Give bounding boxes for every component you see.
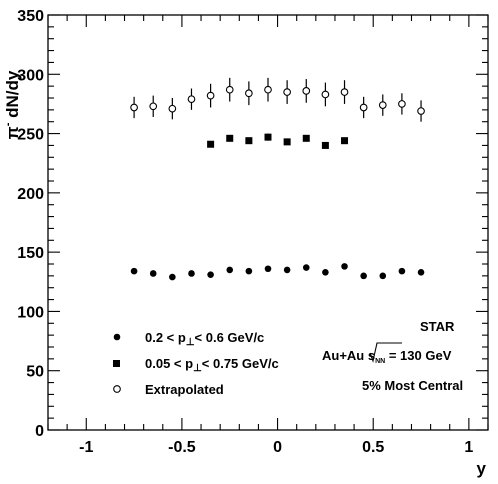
point-filled-circle <box>417 269 425 276</box>
legend-label-series-3: Extrapolated <box>145 382 224 397</box>
x-tick-label: -1 <box>79 439 93 456</box>
y-tick-label: 50 <box>26 364 44 381</box>
point-filled-square <box>321 141 329 149</box>
legend-label-series-1: 0.2 < p⊥< 0.6 GeV/c <box>145 330 264 348</box>
point-open-circle <box>359 103 368 112</box>
point-filled-circle <box>322 269 329 276</box>
annotation-system: Au+Au sNN = 130 GeV <box>322 348 452 365</box>
point-open-circle <box>149 102 158 111</box>
point-filled-square <box>341 137 349 145</box>
annotations: STAR Au+Au sNN = 130 GeV 5% Most Central <box>322 319 463 393</box>
point-open-circle <box>378 101 387 109</box>
annotation-system-prefix: Au+Au <box>322 348 368 363</box>
legend-marker-open-circle <box>113 385 121 393</box>
y-tick-label: 250 <box>17 127 44 144</box>
y-axis-minus: - <box>2 122 14 126</box>
axis-ticks <box>47 14 489 431</box>
point-filled-circle <box>379 272 387 280</box>
x-tick-label: -0.5 <box>168 439 196 456</box>
y-axis-pi: π <box>3 126 22 139</box>
y-axis-dndy: dN/dy <box>3 70 22 122</box>
tick-labels: 0 50 100 150 200 250 300 350 -1 -0.5 0 0.5 1 <box>17 8 473 456</box>
y-tick-label: 300 <box>17 67 44 84</box>
legend: 0.2 < p⊥< 0.6 GeV/c 0.05 < p⊥< 0.75 GeV/… <box>113 330 279 397</box>
legend-marker-filled-circle <box>113 333 121 341</box>
legend-1-perp: ⊥ <box>186 337 195 348</box>
point-filled-circle <box>207 271 214 278</box>
legend-label-series-2: 0.05 < p⊥< 0.75 GeV/c <box>145 356 279 374</box>
point-open-circle <box>302 87 311 95</box>
y-axis-title: π- dN/dy <box>2 70 22 139</box>
point-filled-circle <box>360 272 367 280</box>
point-open-circle <box>283 88 291 96</box>
point-filled-circle <box>283 266 291 274</box>
legend-2-part-b: < 0.75 GeV/c <box>202 356 279 371</box>
point-filled-square <box>283 138 291 146</box>
point-open-circle <box>398 100 406 108</box>
point-filled-circle <box>226 266 234 274</box>
legend-2-perp: ⊥ <box>193 363 202 374</box>
point-open-circle <box>168 104 177 113</box>
point-filled-square <box>226 134 234 142</box>
annotation-experiment: STAR <box>420 319 455 334</box>
annotation-system-suffix: = 130 GeV <box>385 348 451 363</box>
x-tick-label: 1 <box>464 439 473 456</box>
point-open-circle <box>225 85 234 94</box>
legend-2-part-a: 0.05 < p <box>145 356 193 371</box>
point-open-circle <box>187 95 196 104</box>
point-filled-circle <box>130 267 138 275</box>
point-open-circle <box>206 91 215 100</box>
point-filled-circle <box>245 267 253 275</box>
plot-frame <box>47 14 489 431</box>
point-open-circle <box>321 90 330 99</box>
point-open-circle <box>264 85 272 94</box>
point-filled-square <box>302 134 310 142</box>
point-filled-circle <box>264 265 272 273</box>
legend-1-part-a: 0.2 < p <box>145 330 186 345</box>
legend-marker-filled-square <box>113 360 120 367</box>
x-tick-label: 0 <box>273 439 282 456</box>
y-tick-label: 0 <box>35 423 44 440</box>
point-open-circle <box>417 107 425 115</box>
y-tick-label: 100 <box>17 304 44 321</box>
x-axis-title: y <box>477 459 487 478</box>
point-filled-circle <box>302 264 310 271</box>
point-filled-square <box>245 137 253 145</box>
point-open-circle <box>340 88 349 96</box>
y-tick-label: 200 <box>17 186 44 203</box>
legend-1-part-b: < 0.6 GeV/c <box>195 330 265 345</box>
data-points <box>130 77 425 281</box>
annotation-sqrt-sub: NN <box>375 358 385 365</box>
annotation-centrality: 5% Most Central <box>362 378 463 393</box>
point-open-circle <box>130 103 138 112</box>
point-filled-square <box>264 133 272 141</box>
point-filled-square <box>207 140 215 148</box>
y-tick-label: 150 <box>17 245 44 262</box>
y-tick-label: 350 <box>17 8 44 25</box>
point-open-circle <box>245 89 253 98</box>
sqrt-symbol <box>369 342 402 363</box>
point-filled-circle <box>341 263 348 270</box>
point-filled-circle <box>398 267 406 275</box>
point-filled-circle <box>188 270 195 277</box>
point-filled-circle <box>149 270 157 277</box>
point-filled-circle <box>169 273 176 281</box>
x-tick-label: 0.5 <box>362 439 384 456</box>
